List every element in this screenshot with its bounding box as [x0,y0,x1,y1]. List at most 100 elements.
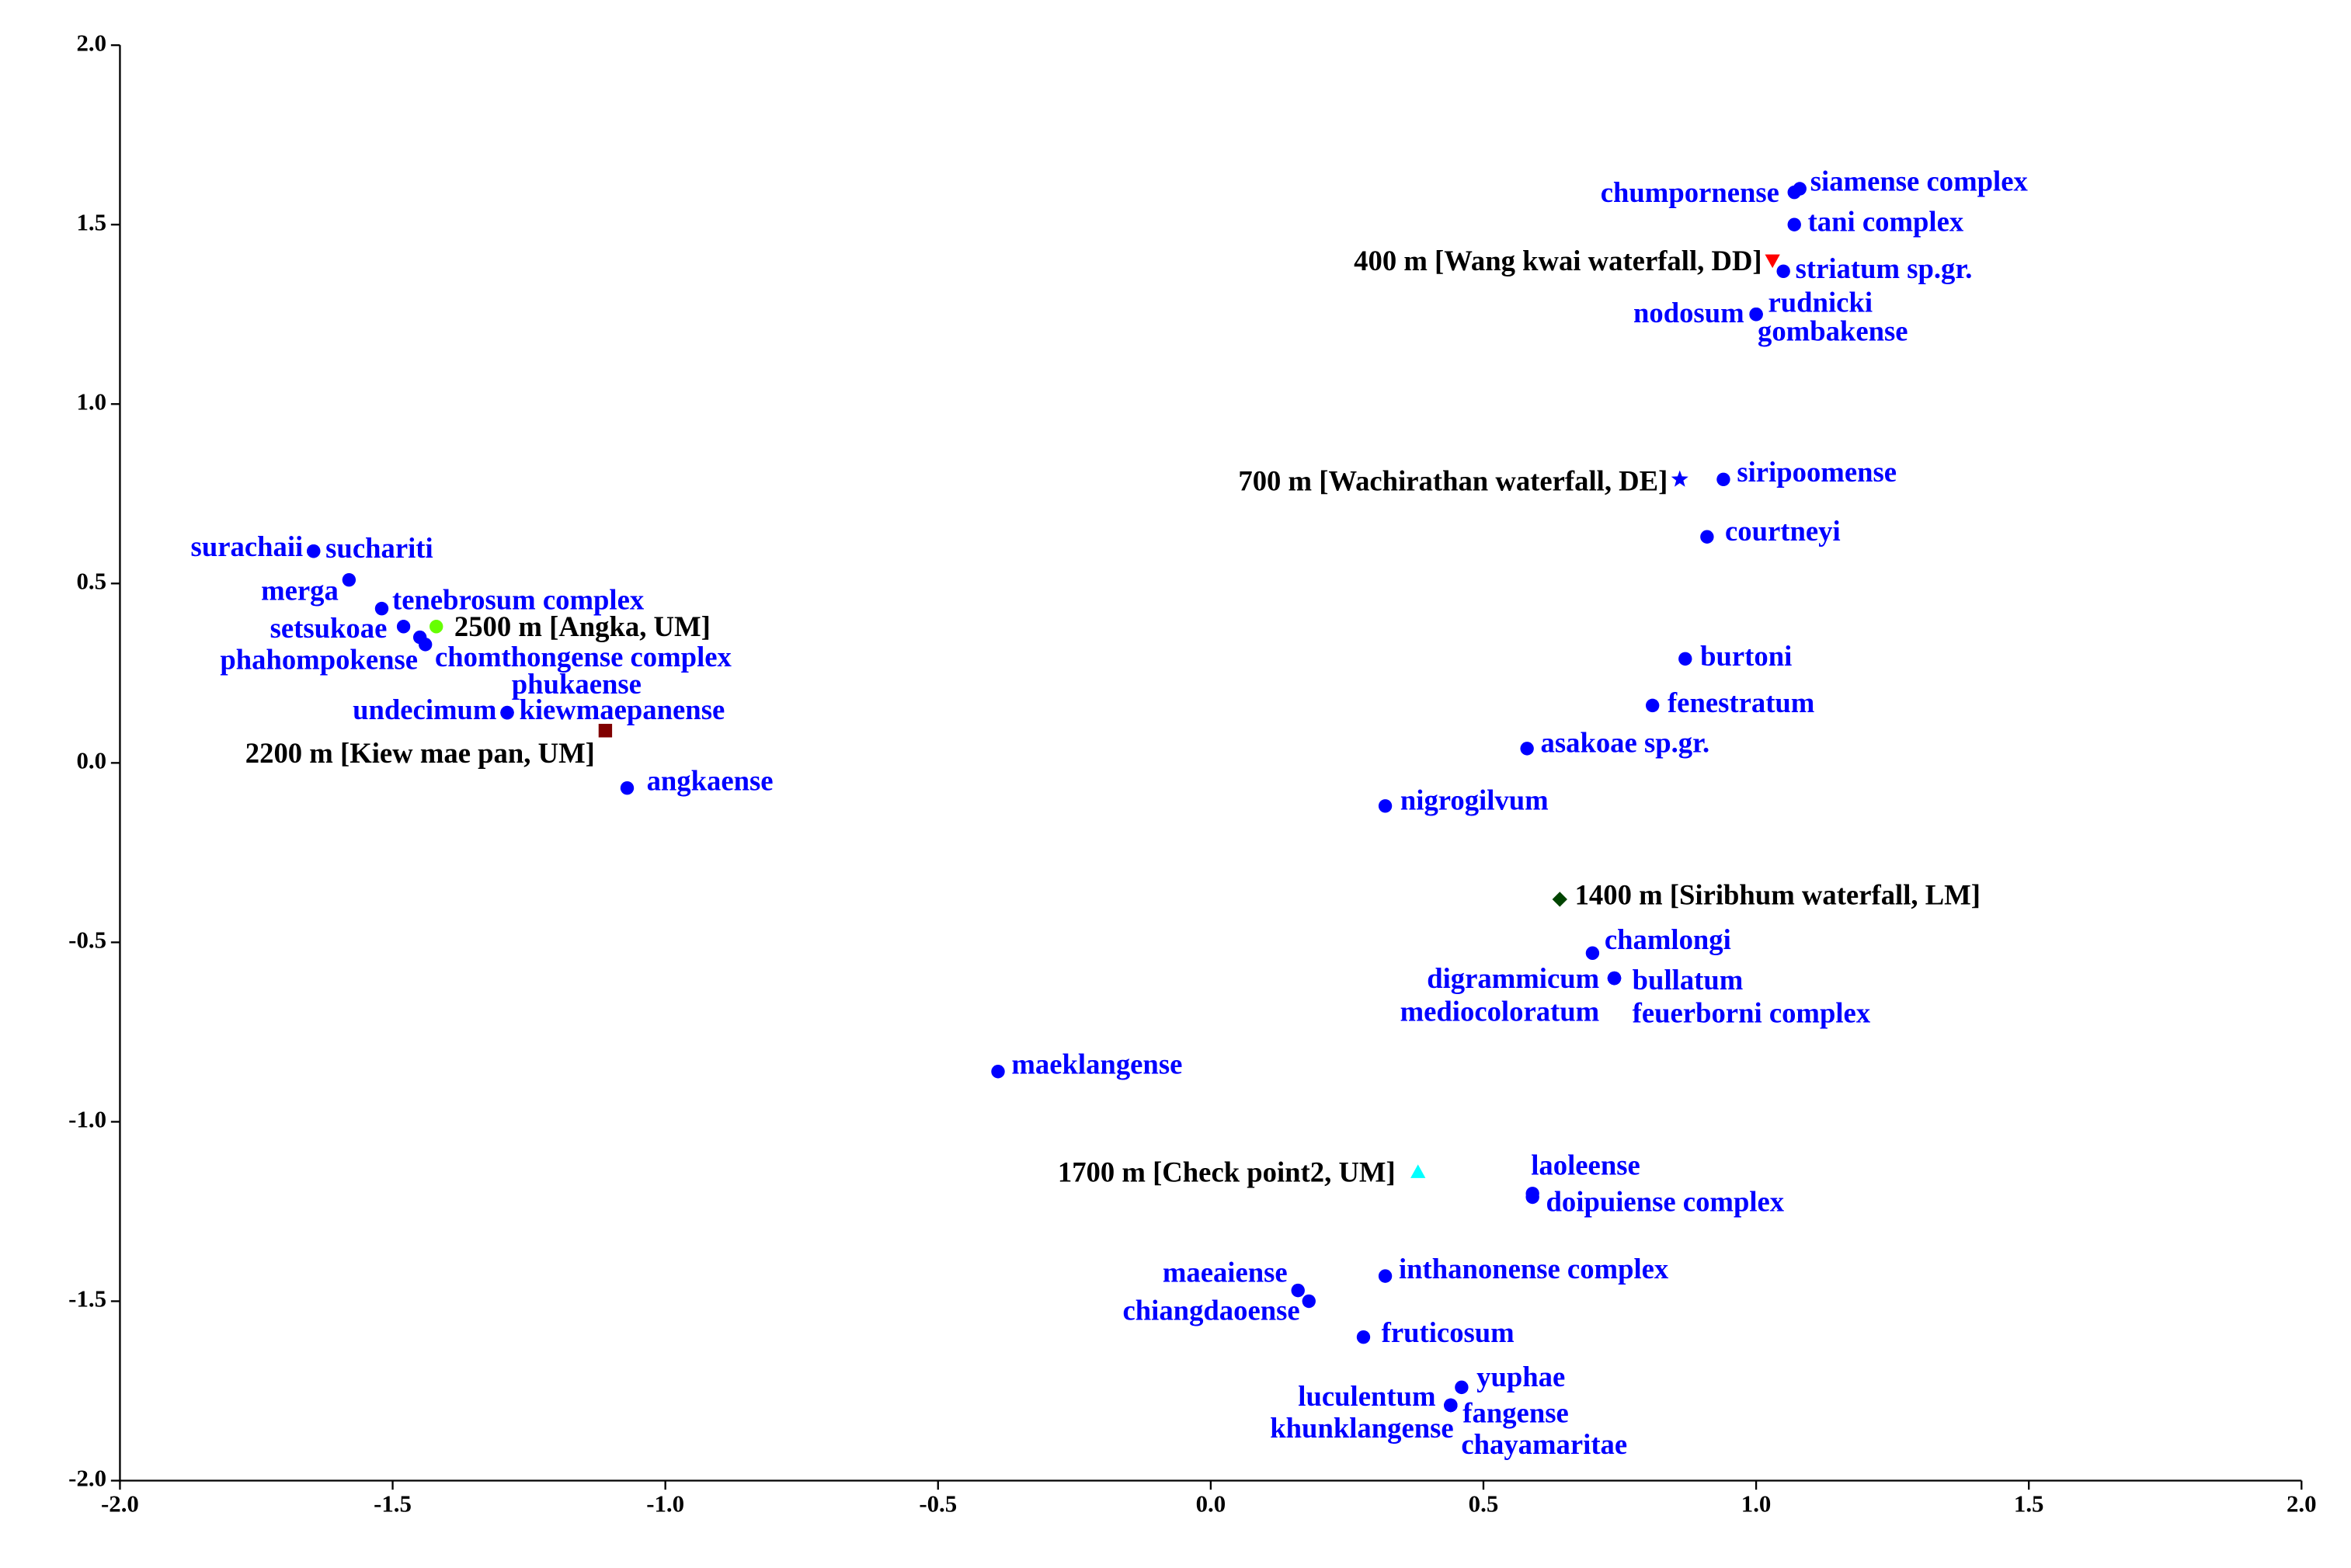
point-label: khunklangense [1270,1412,1453,1444]
site-label: 1700 m [Check point2, UM] [1058,1156,1396,1187]
x-tick-label: 2.0 [2287,1490,2317,1518]
point-label: asakoae sp.gr. [1541,726,1710,758]
site-label: 400 m [Wang kwai waterfall, DD] [1354,245,1762,276]
site-marker [1552,892,1567,907]
x-tick-label: -1.0 [646,1490,684,1518]
x-tick-label: -0.5 [919,1490,957,1518]
point [418,638,433,652]
point-label: feuerborni complex [1633,996,1871,1028]
point [342,572,356,587]
point-label: siripoomense [1737,456,1897,488]
point-label: bullatum [1633,964,1744,996]
x-tick-label: -1.5 [374,1490,412,1518]
point-label: chomthongense complex [435,641,732,673]
point-label: kiewmaepanense [519,694,725,725]
point-label: undecimum [353,694,496,725]
site-marker [430,620,443,634]
point-label: courtneyi [1725,515,1841,547]
point-label: phukaense [512,668,642,700]
y-tick-label: 0.5 [76,567,106,594]
point-label: angkaense [647,764,774,796]
point-label: digrammicum [1427,962,1599,994]
site-marker [1671,470,1688,487]
site-marker [1765,254,1780,269]
point [1356,1330,1371,1344]
point-label: nodosum [1633,297,1744,329]
site-label: 1400 m [Siribhum waterfall, LM] [1575,878,1981,910]
point [1520,742,1534,756]
y-tick-label: -1.5 [68,1285,106,1312]
point-label: siamense complex [1810,165,2029,197]
site-label: 2500 m [Angka, UM] [454,610,711,642]
site-marker [598,724,613,738]
point [1716,472,1730,487]
point [1525,1190,1539,1205]
point [991,1065,1005,1079]
point [374,601,389,616]
point-label: setsukoae [270,612,388,644]
point-label: chamlongi [1605,923,1731,955]
point-label: inthanonense complex [1399,1253,1669,1285]
point-label: chiangdaoense [1123,1294,1300,1326]
site-label: 700 m [Wachirathan waterfall, DE] [1238,465,1668,497]
point [396,620,411,634]
point [1787,217,1801,231]
point-label: yuphae [1476,1361,1565,1392]
x-tick-label: -2.0 [101,1490,139,1518]
point [1378,799,1393,813]
y-tick-label: -2.0 [68,1465,106,1492]
y-tick-label: 2.0 [76,29,106,56]
point-label: luculentum [1298,1380,1435,1412]
point-label: laoleense [1531,1149,1640,1180]
point [620,781,635,795]
point-label: mediocoloratum [1400,996,1600,1027]
x-tick-label: 1.0 [1741,1490,1772,1518]
point-label: nigrogilvum [1400,784,1549,815]
y-tick-label: -1.0 [68,1105,106,1132]
site-label: 2200 m [Kiew mae pan, UM] [245,737,595,769]
point-label: tani complex [1808,206,1964,238]
point-label: chumpornense [1601,176,1779,208]
point [1776,264,1790,279]
point-label: phahompokense [220,644,418,676]
point-label: striatum sp.gr. [1796,252,1973,284]
point [1645,698,1660,713]
point [1291,1283,1305,1298]
x-tick-label: 0.0 [1196,1490,1226,1518]
point-label: doipuiense complex [1546,1186,1785,1218]
point-label: fangense [1462,1396,1568,1428]
point [1793,182,1807,196]
point [307,544,321,558]
point-label: rudnicki [1768,286,1873,318]
y-tick-label: -0.5 [68,926,106,953]
point-label: suchariti [325,532,433,564]
x-tick-label: 0.5 [1469,1490,1499,1518]
point-label: fenestratum [1668,687,1814,718]
point-label: burtoni [1700,640,1792,672]
point [1444,1398,1458,1413]
point [1607,971,1622,986]
point [1749,308,1763,322]
site-marker [1410,1164,1426,1178]
point-label: merga [261,575,339,607]
point-label: chayamaritae [1461,1428,1627,1460]
point-label: surachaii [191,530,304,562]
point [1678,652,1692,666]
y-tick-label: 0.0 [76,746,106,774]
point-label: fruticosum [1382,1316,1515,1348]
point [1378,1269,1393,1283]
point-label: maeaiense [1163,1257,1288,1288]
y-tick-label: 1.5 [76,208,106,235]
point-label: tenebrosum complex [392,583,645,615]
point [1700,530,1714,544]
x-tick-label: 1.5 [2014,1490,2044,1518]
point-label: maeklangense [1011,1048,1182,1080]
point-label: gombakense [1758,315,1908,346]
point [1455,1380,1469,1395]
point [1585,946,1600,960]
point [1302,1294,1316,1309]
point [500,705,514,720]
y-tick-label: 1.0 [76,388,106,415]
